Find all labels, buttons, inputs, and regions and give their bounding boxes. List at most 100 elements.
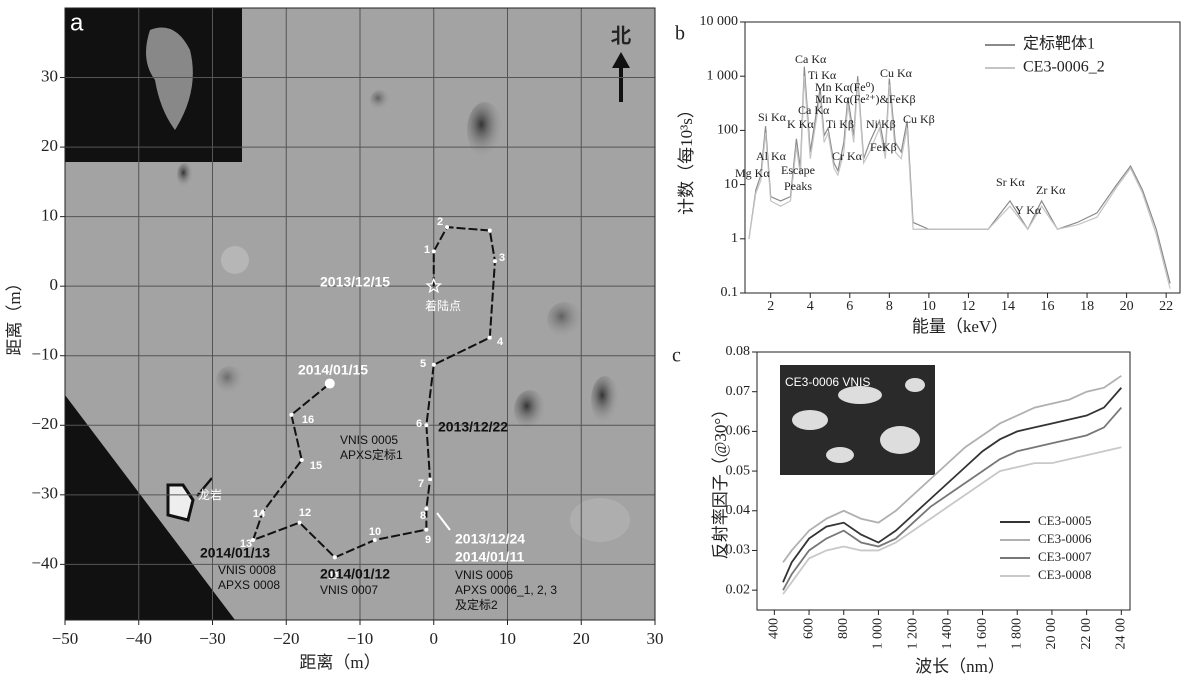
waypoint (445, 225, 450, 230)
arrow (436, 512, 451, 531)
x-tick-label: 20 00 (1044, 618, 1059, 650)
waypoint (487, 228, 492, 233)
x-tick-label: −10 (347, 629, 374, 648)
peak-label: Ca Kα (795, 52, 827, 66)
y-tick-label: 0.1 (721, 285, 739, 300)
peak-label: Ni Kβ (866, 117, 896, 131)
y-axis-label: 距离（m） (5, 274, 24, 355)
plot-frame (756, 351, 1131, 611)
peak-label: Sr Kα (996, 175, 1025, 189)
arrow (196, 477, 213, 497)
x-tick-label: 1 000 (871, 618, 886, 650)
x-tick-label: 8 (886, 299, 893, 314)
y-tick-label: 0.02 (726, 582, 751, 597)
peak-label: Ca Kα (798, 103, 830, 117)
waypoint-label: 9 (425, 534, 431, 546)
panel-label: a (70, 9, 84, 36)
waypoint-label: 14 (253, 508, 266, 520)
waypoint (431, 362, 436, 367)
x-tick-label: 20 (1120, 299, 1134, 314)
annotation: VNIS 0005 (340, 433, 398, 447)
y-tick-label: 0.07 (726, 384, 751, 399)
waypoint (492, 259, 497, 264)
waypoint (428, 477, 433, 482)
x-tick-label: 20 (573, 629, 590, 648)
x-axis-label: 能量（keV） (912, 317, 1008, 336)
y-tick-label: 0 (50, 275, 59, 294)
series-line (782, 446, 1122, 595)
annotation: 2014/01/11 (455, 549, 525, 565)
waypoint (431, 249, 436, 254)
annotation: 2013/12/24 (455, 531, 525, 547)
peak-label: Mn Kα(Fe²⁺)&FeKβ (815, 92, 916, 106)
waypoint (372, 538, 377, 543)
x-tick-label: 10 (499, 629, 516, 648)
legend-label: CE3-0006 (1038, 531, 1092, 546)
legend-label: CE3-0006_2 (1023, 59, 1105, 76)
peak-label: Cu Kα (880, 66, 913, 80)
plot-frame (744, 21, 1181, 294)
x-tick-label: 22 (1159, 299, 1173, 314)
panel-label: c (672, 345, 681, 367)
x-tick-label: 12 (961, 299, 975, 314)
y-tick-label: 10 (724, 177, 738, 192)
waypoint (289, 412, 294, 417)
waypoint (297, 520, 302, 525)
y-tick-label: 0.05 (726, 463, 751, 478)
x-tick-label: −20 (273, 629, 300, 648)
waypoint-label: 13 (240, 538, 252, 550)
x-tick-label: 30 (647, 629, 664, 648)
y-tick-label: 10 (41, 206, 58, 225)
plot-frame (64, 7, 656, 621)
peak-label: Ti Kβ (826, 117, 854, 131)
x-tick-label: 800 (836, 618, 851, 639)
waypoint (424, 527, 429, 532)
x-tick-label: −40 (125, 629, 152, 648)
y-tick-label: 0.08 (726, 344, 751, 359)
y-tick-label: −10 (31, 345, 58, 364)
north-label: 北 (611, 25, 631, 48)
waypoint-label: 5 (420, 358, 426, 370)
annotation: 2014/01/12 (320, 566, 390, 582)
annotation: 着陆点 (425, 298, 461, 313)
peak-label: FeKβ (870, 140, 897, 154)
peak-label: K Kα (787, 117, 814, 131)
x-tick-label: 1 400 (940, 618, 955, 650)
x-tick-label: 1 800 (1009, 618, 1024, 650)
annotation: 龙岩 (198, 487, 222, 502)
waypoint (424, 506, 429, 511)
annotation: APXS定标1 (340, 447, 403, 462)
x-tick-label: 0 (430, 629, 439, 648)
waypoint-label: 7 (418, 478, 424, 490)
y-tick-label: −20 (31, 414, 58, 433)
inset-texture (792, 378, 925, 463)
annotation: 及定标2 (455, 597, 498, 612)
y-tick-label: 100 (717, 123, 738, 138)
x-tick-label: 2 (767, 299, 774, 314)
legend-label: 定标靶体1 (1023, 35, 1095, 53)
x-tick-label: 400 (767, 618, 782, 639)
y-tick-label: 10 000 (700, 14, 739, 29)
end-point (324, 378, 335, 389)
annotation: 2013/12/22 (438, 419, 508, 435)
series-line (782, 387, 1123, 583)
shadow (65, 395, 235, 620)
peak-label: Zr Kα (1036, 183, 1066, 197)
annotation: VNIS 0006 (455, 568, 513, 582)
x-tick-label: −30 (199, 629, 226, 648)
peak-label: Mg Kα (735, 166, 770, 180)
y-axis-label: 反射率因子（@30°） (711, 401, 730, 559)
y-tick-label: 0.03 (726, 543, 751, 558)
y-tick-label: 0.06 (726, 424, 751, 439)
y-axis-label: 计数（每10³s） (677, 101, 696, 215)
waypoint-label: 16 (302, 414, 314, 426)
waypoint-label: 2 (437, 216, 443, 228)
x-tick-label: 6 (846, 299, 853, 314)
series-line (748, 76, 1171, 289)
landing-star (425, 277, 443, 294)
x-tick-label: 1 600 (975, 618, 990, 650)
series-line (782, 406, 1123, 591)
waypoint (487, 335, 492, 340)
y-tick-label: −40 (31, 553, 58, 572)
